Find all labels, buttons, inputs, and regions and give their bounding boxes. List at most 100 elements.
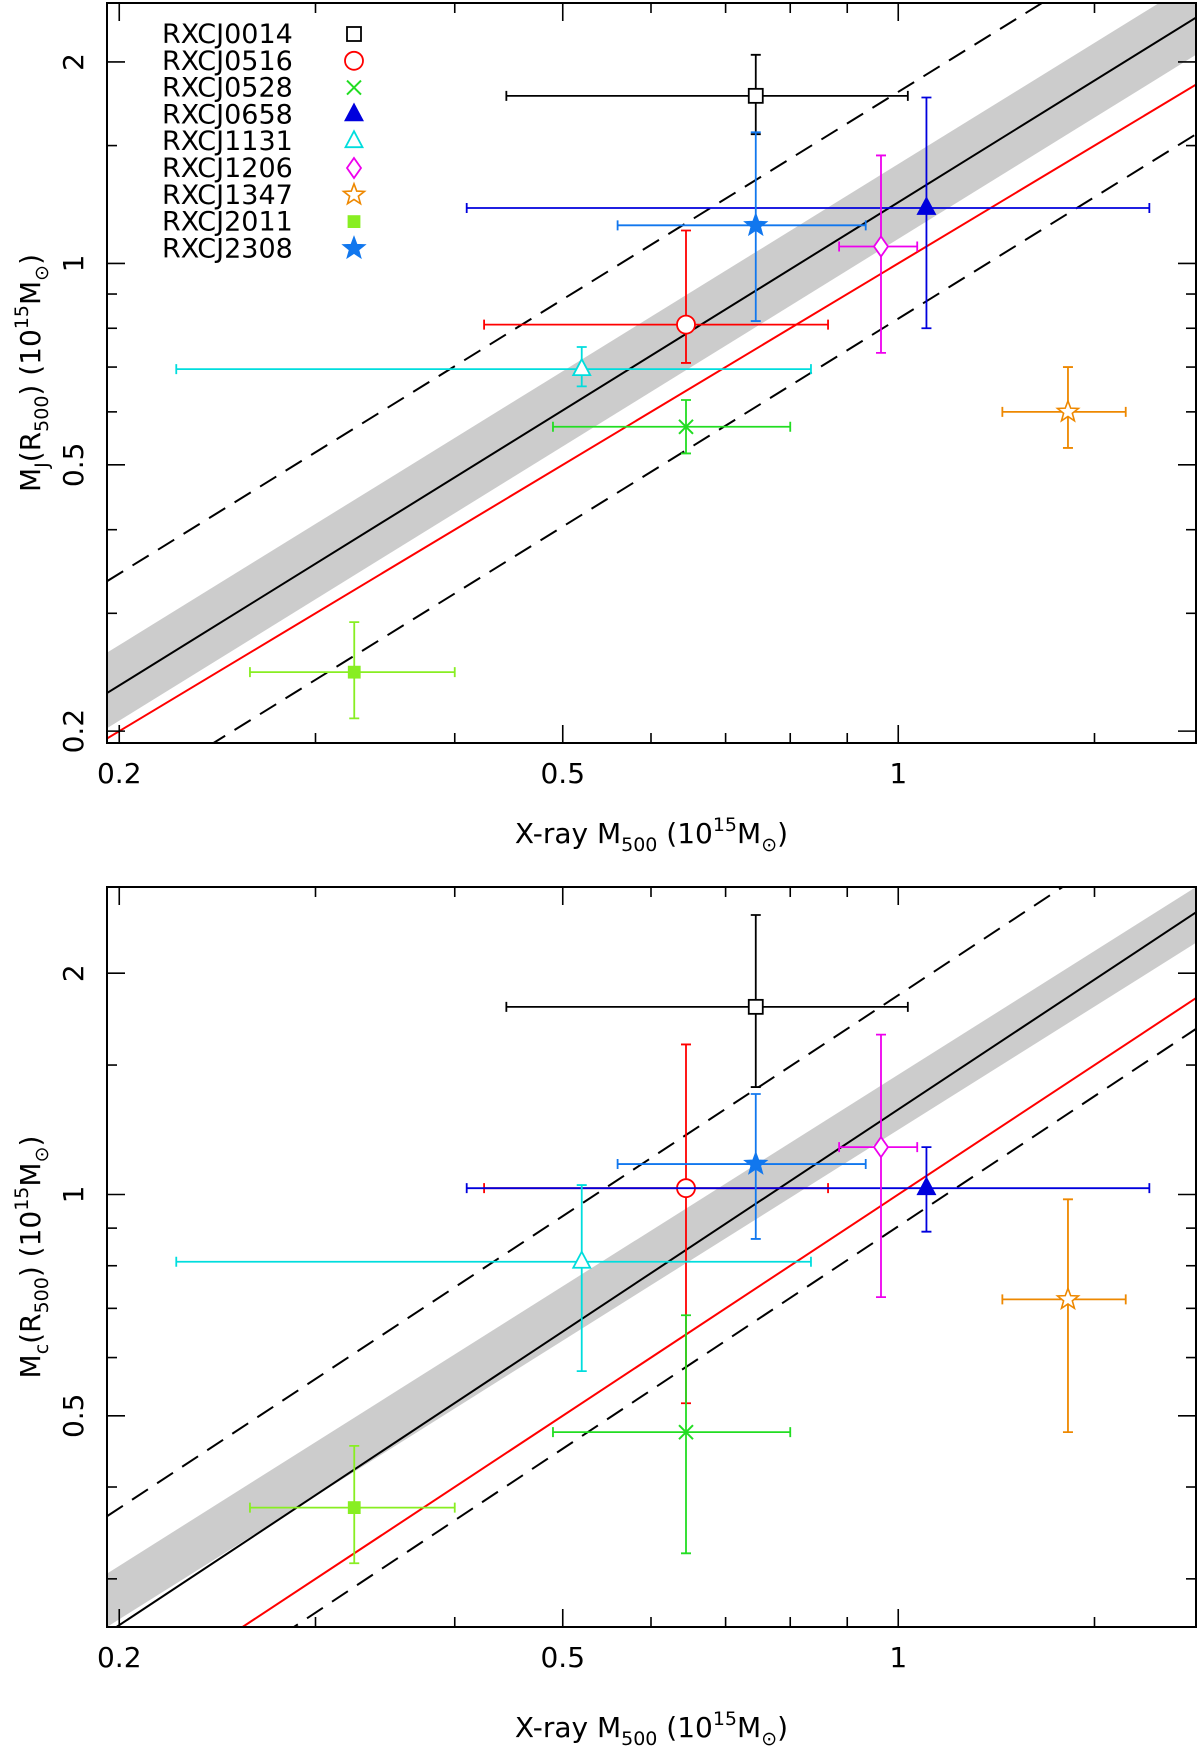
rxcj1131-x-errorbar	[175, 1256, 812, 1267]
rxcj1131-y-errorbar	[576, 1184, 587, 1373]
rxcj0014-x-errorbar	[505, 90, 909, 101]
legend-rxcj0516-marker	[344, 50, 364, 71]
x-axis-title: X-ray M500 (1015M⊙)	[515, 1708, 788, 1746]
rxcj2308-marker	[743, 1150, 769, 1175]
legend-rxcj0014-marker	[346, 26, 362, 42]
x-tick-label: 1	[889, 757, 907, 790]
x-tick-label: 0.2	[97, 1641, 142, 1674]
point-rxcj1347	[1001, 1198, 1127, 1434]
rxcj0516-x-errorbar	[483, 319, 829, 330]
rxcj1131-marker	[571, 357, 592, 377]
rxcj2308-marker	[743, 212, 769, 237]
rxcj0528-marker	[678, 1424, 694, 1440]
legend-rxcj2308-marker	[341, 235, 367, 260]
one-to-one-line	[240, 997, 1196, 1627]
rxcj0658-marker	[916, 196, 937, 215]
fit-uncertainty-band	[107, 3, 1196, 729]
scatter-line-2	[211, 133, 1196, 743]
y-tick-label: 2	[57, 53, 90, 71]
rxcj0658-x-errorbar	[465, 1183, 1151, 1194]
point-rxcj0528	[552, 399, 792, 455]
legend-rxcj1206-marker	[345, 156, 363, 180]
legend: RXCJ0014RXCJ0516RXCJ0528RXCJ0658RXCJ1131…	[162, 19, 367, 264]
rxcj2308-x-errorbar	[616, 220, 867, 231]
x-tick-label: 0.5	[540, 757, 585, 790]
rxcj0516-marker	[676, 314, 696, 335]
rxcj0014-marker	[747, 87, 764, 104]
rxcj0528-y-errorbar	[681, 1314, 691, 1555]
x-tick-label: 1	[889, 1641, 907, 1674]
rxcj1131-marker	[571, 1249, 592, 1269]
legend-label-rxcj1131: RXCJ1131	[162, 126, 293, 157]
rxcj0658-marker	[916, 1176, 937, 1196]
point-rxcj1347	[1001, 366, 1127, 449]
legend-label-rxcj0014: RXCJ0014	[162, 19, 293, 50]
point-rxcj2011	[249, 1444, 456, 1565]
fit-uncertainty-band	[107, 887, 1196, 1627]
x-tick-label: 0.5	[540, 1641, 585, 1674]
rxcj2308-x-errorbar	[616, 1159, 867, 1170]
rxcj1206-marker	[872, 234, 890, 259]
rxcj0014-marker	[747, 998, 764, 1015]
point-rxcj0658	[465, 1146, 1151, 1233]
legend-rxcj1131-marker	[344, 129, 364, 149]
rxcj0516-y-errorbar	[681, 229, 691, 364]
best-fit-line	[114, 911, 1196, 1627]
one-to-one-line	[107, 83, 1196, 740]
y-tick-label: 0.5	[57, 443, 90, 488]
legend-label-rxcj0528: RXCJ0528	[162, 73, 293, 104]
legend-label-rxcj0658: RXCJ0658	[162, 99, 293, 130]
rxcj1206-marker	[872, 1135, 890, 1159]
point-rxcj2308	[616, 131, 867, 322]
y-tick-label: 1	[57, 255, 90, 273]
rxcj0658-x-errorbar	[465, 203, 1151, 214]
legend-label-rxcj0516: RXCJ0516	[162, 46, 293, 77]
axis-ticks	[107, 887, 1196, 1627]
rxcj1347-marker	[1055, 1286, 1081, 1311]
point-rxcj2308	[616, 1093, 867, 1240]
best-fit-line	[107, 16, 1196, 694]
legend-label-rxcj1206: RXCJ1206	[162, 153, 293, 184]
rxcj0528-x-errorbar	[552, 421, 792, 432]
point-rxcj0014	[505, 53, 909, 136]
scatter-line-1	[107, 887, 1065, 1518]
legend-rxcj1347-marker	[341, 181, 367, 206]
point-rxcj1206	[838, 1033, 919, 1299]
y-axis-title: Mc(R500) (1015M⊙)	[11, 1136, 53, 1379]
point-rxcj0658	[465, 96, 1151, 330]
rxcj2011-marker	[347, 1501, 361, 1515]
scatter-line-1	[107, 3, 1044, 583]
point-rxcj1131	[175, 1184, 812, 1373]
x-axis-title: X-ray M500 (1015M⊙)	[515, 814, 788, 856]
point-rxcj1206	[838, 154, 919, 354]
legend-rxcj0528-marker	[346, 79, 362, 96]
scatter-line-2	[292, 1028, 1196, 1627]
y-axis-title: MJ(R500) (1015M⊙)	[11, 254, 53, 492]
y-tick-label: 0.2	[57, 709, 90, 754]
x-tick-label: 0.2	[97, 757, 142, 790]
axis-ticks	[107, 3, 1196, 743]
y-tick-label: 0.5	[57, 1394, 90, 1439]
rxcj1131-x-errorbar	[175, 364, 812, 375]
y-tick-label: 2	[57, 964, 90, 982]
point-rxcj0516	[483, 229, 829, 364]
rxcj0528-marker	[678, 419, 694, 435]
legend-rxcj2011-marker	[347, 215, 361, 229]
rxcj0528-x-errorbar	[552, 1427, 792, 1438]
legend-label-rxcj2308: RXCJ2308	[162, 233, 293, 264]
rxcj0014-x-errorbar	[505, 1001, 909, 1012]
plot-area	[107, 887, 1196, 1627]
legend-rxcj0658-marker	[344, 102, 364, 122]
rxcj1206-y-errorbar	[875, 1033, 886, 1299]
point-rxcj0528	[552, 1314, 792, 1555]
rxcj1347-marker	[1055, 398, 1081, 423]
point-rxcj0014	[505, 914, 909, 1088]
y-tick-label: 1	[57, 1186, 90, 1204]
rxcj2011-marker	[347, 665, 361, 679]
point-rxcj1131	[175, 346, 812, 388]
legend-label-rxcj1347: RXCJ1347	[162, 180, 293, 211]
legend-label-rxcj2011: RXCJ2011	[162, 207, 293, 238]
plot-area	[107, 3, 1196, 743]
bottom-panel: 0.2 0.5 1 0.5 1 2 X-ray M500 (1015M⊙) Mc(R500) …	[11, 886, 1197, 1746]
